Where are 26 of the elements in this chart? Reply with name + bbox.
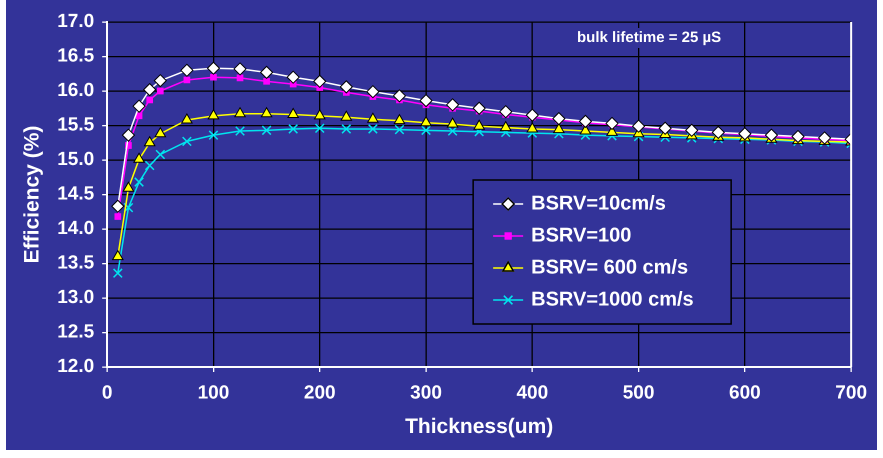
y-tick-label: 17.0 — [57, 11, 94, 32]
y-tick-label: 16.0 — [57, 80, 94, 102]
legend-label: BSRV=10cm/s — [531, 192, 666, 215]
y-tick-label: 14.5 — [57, 184, 95, 205]
y-axis-title: Efficiency (%) — [20, 126, 44, 264]
x-tick-label: 200 — [304, 382, 336, 404]
legend-label: BSRV=1000 cm/s — [531, 288, 694, 311]
x-tick-label: 700 — [835, 382, 867, 404]
y-tick-label: 12.5 — [57, 322, 95, 343]
y-tick-label: 16.5 — [57, 46, 95, 67]
y-tick-label: 12.0 — [57, 356, 94, 378]
x-tick-label: 100 — [198, 382, 230, 404]
annotation: bulk lifetime = 25 µS — [577, 29, 722, 46]
x-tick-label: 400 — [516, 382, 548, 404]
y-tick-label: 15.5 — [57, 114, 95, 136]
y-tick-label: 13.0 — [57, 287, 94, 308]
x-axis-title: Thickness(um) — [405, 415, 554, 438]
legend-label: BSRV= 600 cm/s — [531, 256, 688, 279]
y-tick-label: 15.0 — [57, 149, 94, 170]
x-tick-label: 600 — [729, 382, 761, 404]
y-tick-label: 14.0 — [57, 218, 94, 240]
legend-label: BSRV=100 — [531, 224, 632, 247]
x-tick-label: 300 — [410, 382, 442, 404]
y-tick-label: 13.5 — [57, 252, 95, 274]
x-tick-label: 0 — [102, 382, 112, 404]
x-tick-label: 500 — [622, 382, 654, 404]
